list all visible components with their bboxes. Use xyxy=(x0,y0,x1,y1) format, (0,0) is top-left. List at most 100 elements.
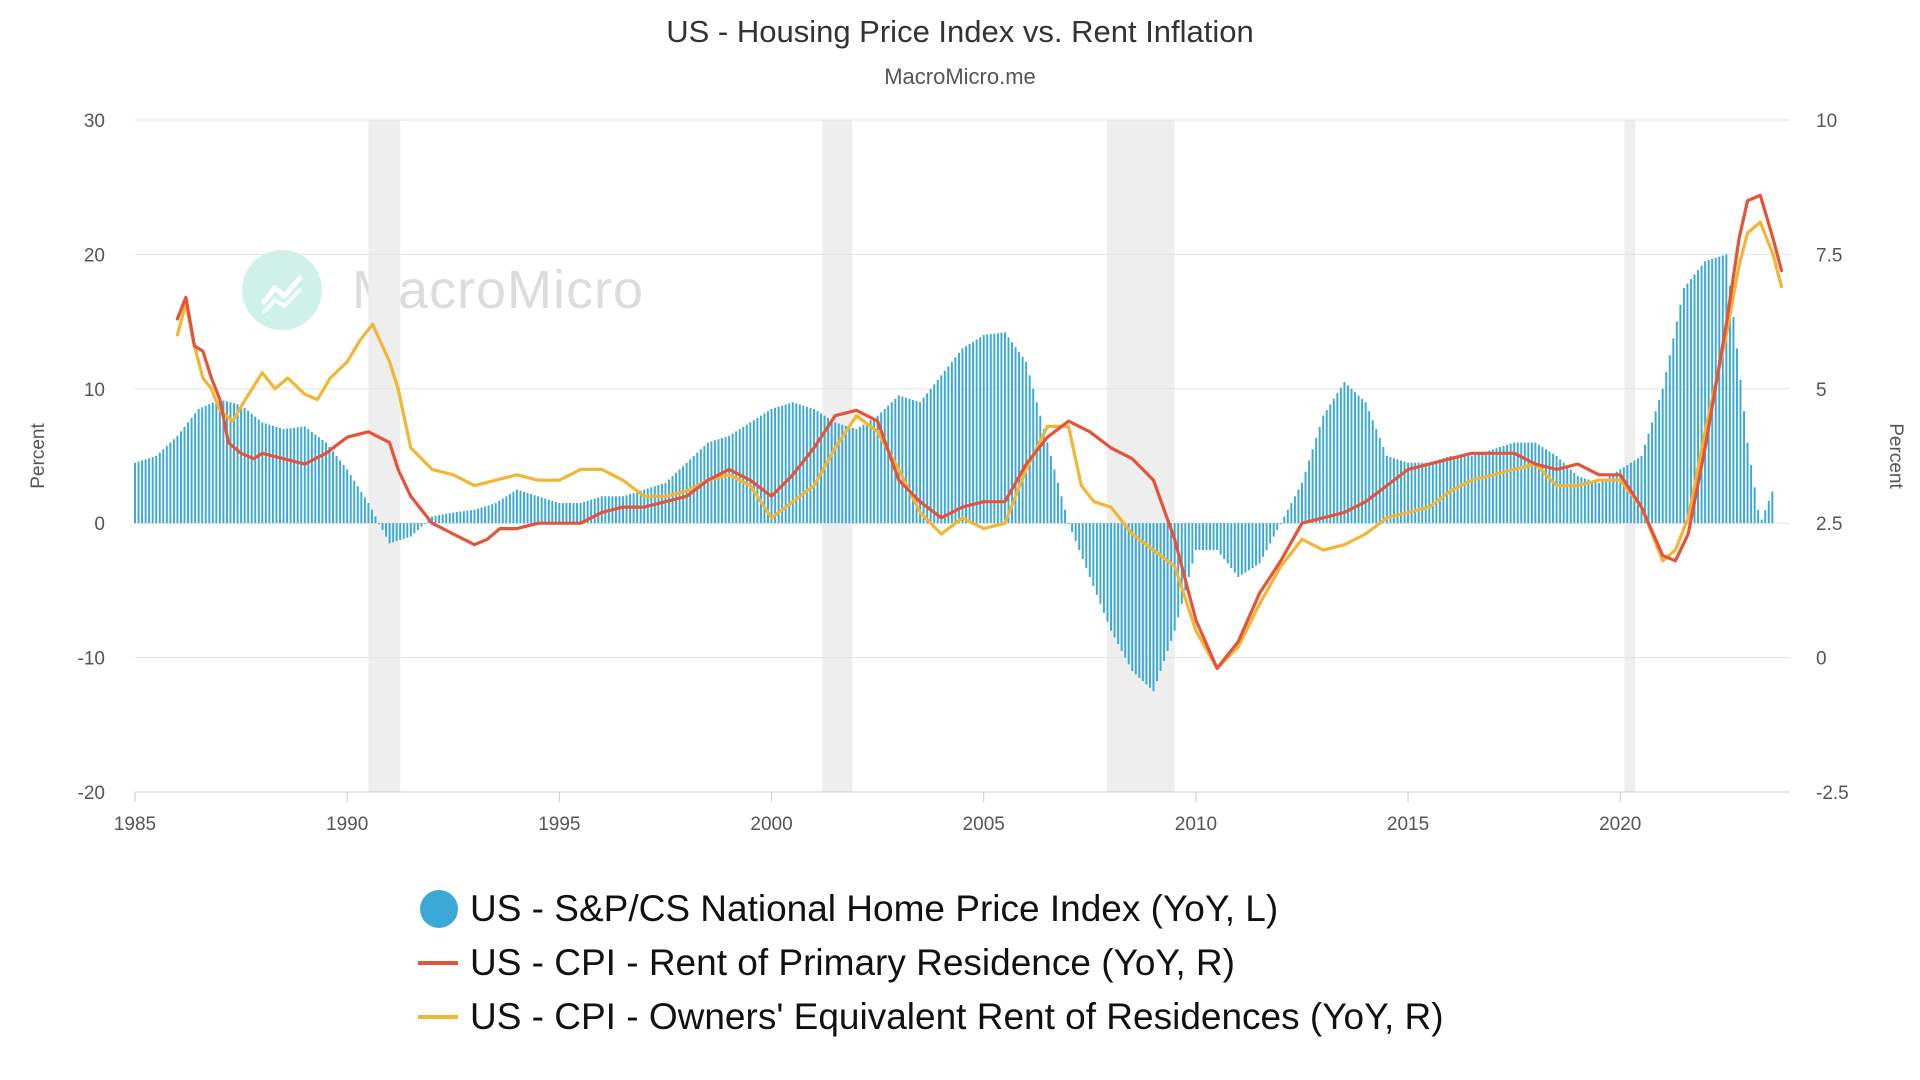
bar xyxy=(370,509,373,524)
bar xyxy=(1672,338,1675,524)
bar xyxy=(1690,279,1692,524)
bar xyxy=(936,379,939,524)
x-tick-label: 1990 xyxy=(326,814,368,835)
bar xyxy=(388,523,391,544)
bar xyxy=(767,411,769,524)
legend-item-home-price[interactable]: US - S&P/CS National Home Price Index (Y… xyxy=(418,882,1444,936)
bar xyxy=(1414,462,1417,524)
bar xyxy=(406,523,409,538)
bar xyxy=(183,426,186,524)
bar xyxy=(215,401,218,524)
bar xyxy=(1400,460,1402,524)
bar xyxy=(1587,479,1590,524)
bar xyxy=(1315,438,1318,524)
legend-label: US - CPI - Rent of Primary Residence (Yo… xyxy=(470,942,1235,983)
bar xyxy=(915,401,918,524)
bar xyxy=(1106,523,1109,622)
bar xyxy=(1127,523,1130,665)
bar xyxy=(324,442,327,524)
y-left-tick-label: 30 xyxy=(84,111,105,132)
bar xyxy=(378,523,380,525)
bar xyxy=(1506,444,1509,524)
bar xyxy=(374,516,377,524)
legend-line-icon xyxy=(418,1015,458,1019)
bar xyxy=(1530,442,1533,524)
bar xyxy=(1265,523,1268,551)
bar xyxy=(1141,523,1144,682)
bar xyxy=(540,497,543,524)
bar xyxy=(480,507,483,524)
bar xyxy=(904,397,907,524)
x-tick-label: 2000 xyxy=(750,814,792,835)
y-right-tick-label: 5 xyxy=(1816,380,1827,401)
bar xyxy=(1177,523,1180,618)
bar xyxy=(385,523,388,537)
bar xyxy=(625,495,628,524)
bar xyxy=(459,511,462,524)
bar xyxy=(438,515,441,524)
bar xyxy=(409,523,412,537)
bar xyxy=(922,397,925,524)
bar xyxy=(296,427,299,524)
bar xyxy=(1099,523,1102,604)
bar xyxy=(1488,450,1491,524)
bar xyxy=(1244,523,1247,573)
legend-item-rent-primary[interactable]: US - CPI - Rent of Primary Residence (Yo… xyxy=(418,936,1444,990)
bar xyxy=(583,501,586,524)
bar xyxy=(1428,462,1431,524)
bar xyxy=(1424,462,1427,524)
bar xyxy=(494,503,497,524)
bar xyxy=(1700,265,1703,524)
bar xyxy=(466,510,469,524)
bar xyxy=(204,405,207,524)
bar xyxy=(1456,456,1459,524)
bar xyxy=(1767,500,1770,524)
bar xyxy=(834,422,837,524)
bar xyxy=(791,402,794,524)
bar xyxy=(1343,382,1346,524)
bar xyxy=(282,429,285,524)
bar xyxy=(1346,385,1349,524)
bar xyxy=(1732,317,1735,524)
bar xyxy=(349,475,352,524)
bar xyxy=(1131,523,1134,672)
bar xyxy=(809,407,812,524)
bar xyxy=(1237,523,1240,577)
bar xyxy=(402,523,405,539)
bar xyxy=(1693,274,1696,524)
chart-subtitle: MacroMicro.me xyxy=(884,64,1036,89)
bar xyxy=(813,408,815,524)
bar xyxy=(1085,523,1088,568)
legend-line-icon xyxy=(418,961,458,965)
bar xyxy=(1255,523,1257,566)
bar xyxy=(827,417,830,524)
bar xyxy=(225,401,228,524)
line-owners-rent xyxy=(175,220,1784,670)
bar xyxy=(1187,523,1190,577)
bar xyxy=(926,393,929,524)
bar xyxy=(1566,466,1569,524)
bar xyxy=(236,404,239,524)
bar xyxy=(1262,523,1265,557)
bar xyxy=(1552,453,1555,524)
bar xyxy=(1046,442,1049,524)
bar xyxy=(523,491,525,524)
bar xyxy=(816,411,819,524)
bar xyxy=(1209,523,1212,551)
bar xyxy=(1707,260,1710,524)
bar xyxy=(604,496,607,524)
bar xyxy=(1081,523,1084,560)
y-left-tick-label: -10 xyxy=(78,649,105,670)
legend-label: US - CPI - Owners' Equivalent Rent of Re… xyxy=(470,996,1444,1037)
bar xyxy=(1166,523,1169,651)
y-right-tick-label: 0 xyxy=(1816,649,1827,670)
bar xyxy=(579,503,582,524)
recession-band xyxy=(1624,120,1636,792)
bar xyxy=(484,506,487,524)
bar xyxy=(1339,387,1342,524)
bar xyxy=(194,413,197,524)
legend-item-owners-rent[interactable]: US - CPI - Owners' Equivalent Rent of Re… xyxy=(418,990,1444,1044)
bar xyxy=(1283,516,1286,524)
bar xyxy=(774,407,777,524)
